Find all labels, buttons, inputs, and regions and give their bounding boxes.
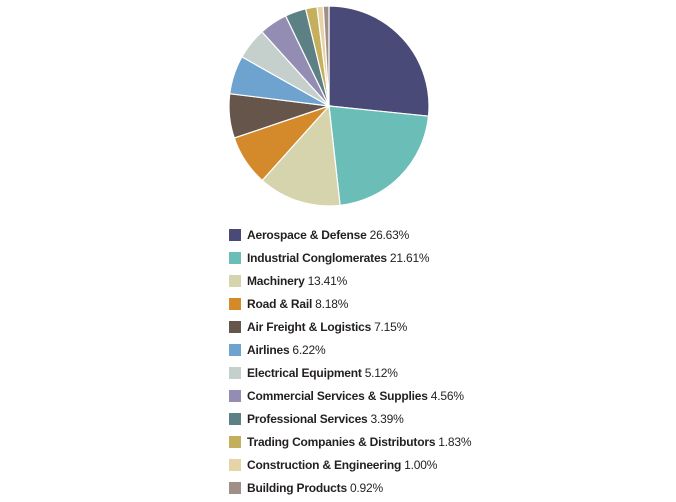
pie-slice-machinery [261, 104, 341, 207]
legend-value: 7.15% [374, 319, 408, 334]
legend-item: Air Freight & Logistics 7.15% [229, 315, 471, 338]
legend-label: Building Products [247, 480, 347, 495]
legend-value: 6.22% [292, 342, 326, 357]
legend-item: Professional Services 3.39% [229, 407, 471, 430]
legend-item: Electrical Equipment 5.12% [229, 361, 471, 384]
legend-swatch [229, 343, 241, 356]
legend: Aerospace & Defense 26.63% Industrial Cong… [229, 223, 472, 499]
legend-label: Professional Services [247, 411, 368, 426]
legend-label: Air Freight & Logistics [247, 319, 372, 334]
legend-item: Industrial Conglomerates 21.61% [229, 246, 471, 269]
legend-value: 26.63% [369, 227, 410, 242]
pie-chart [228, 5, 430, 207]
pie-slice-building-products [322, 5, 330, 107]
legend-swatch [229, 228, 241, 241]
legend-value: 1.83% [438, 434, 472, 449]
legend-swatch [229, 458, 241, 471]
pie-slice-industrial-conglomerates [328, 105, 430, 207]
legend-item: Commercial Services & Supplies 4.56% [229, 384, 471, 407]
legend-value: 4.56% [430, 388, 464, 403]
legend-label: Commercial Services & Supplies [247, 388, 428, 403]
legend-swatch [229, 366, 241, 379]
legend-item: Road & Rail 8.18% [229, 292, 471, 315]
legend-label: Road & Rail [247, 296, 313, 311]
legend-value: 21.61% [389, 250, 430, 265]
legend-swatch [229, 435, 241, 448]
legend-item: Aerospace & Defense 26.63% [229, 223, 471, 246]
legend-value: 0.92% [349, 480, 383, 495]
legend-label: Electrical Equipment [247, 365, 362, 380]
legend-item: Building Products 0.92% [229, 476, 471, 499]
pie-slice-aerospace-defense [328, 5, 430, 117]
legend-label: Construction & Engineering [247, 457, 402, 472]
legend-item: Machinery 13.41% [229, 269, 471, 292]
legend-swatch [229, 481, 241, 494]
legend-swatch [229, 389, 241, 402]
legend-item: Trading Companies & Distributors 1.83% [229, 430, 472, 453]
legend-value: 3.39% [370, 411, 404, 426]
legend-item: Airlines 6.22% [229, 338, 471, 361]
legend-value: 5.12% [364, 365, 398, 380]
legend-swatch [229, 320, 241, 333]
legend-value: 8.18% [315, 296, 349, 311]
legend-label: Industrial Conglomerates [247, 250, 387, 265]
legend-label: Machinery [247, 273, 305, 288]
legend-value: 13.41% [307, 273, 348, 288]
legend-label: Aerospace & Defense [247, 227, 367, 242]
legend-swatch [229, 297, 241, 310]
legend-value: 1.00% [404, 457, 438, 472]
legend-swatch [229, 412, 241, 425]
legend-swatch [229, 251, 241, 264]
legend-swatch [229, 274, 241, 287]
legend-item: Construction & Engineering 1.00% [229, 453, 471, 476]
legend-label: Trading Companies & Distributors [247, 434, 436, 449]
legend-label: Airlines [247, 342, 290, 357]
